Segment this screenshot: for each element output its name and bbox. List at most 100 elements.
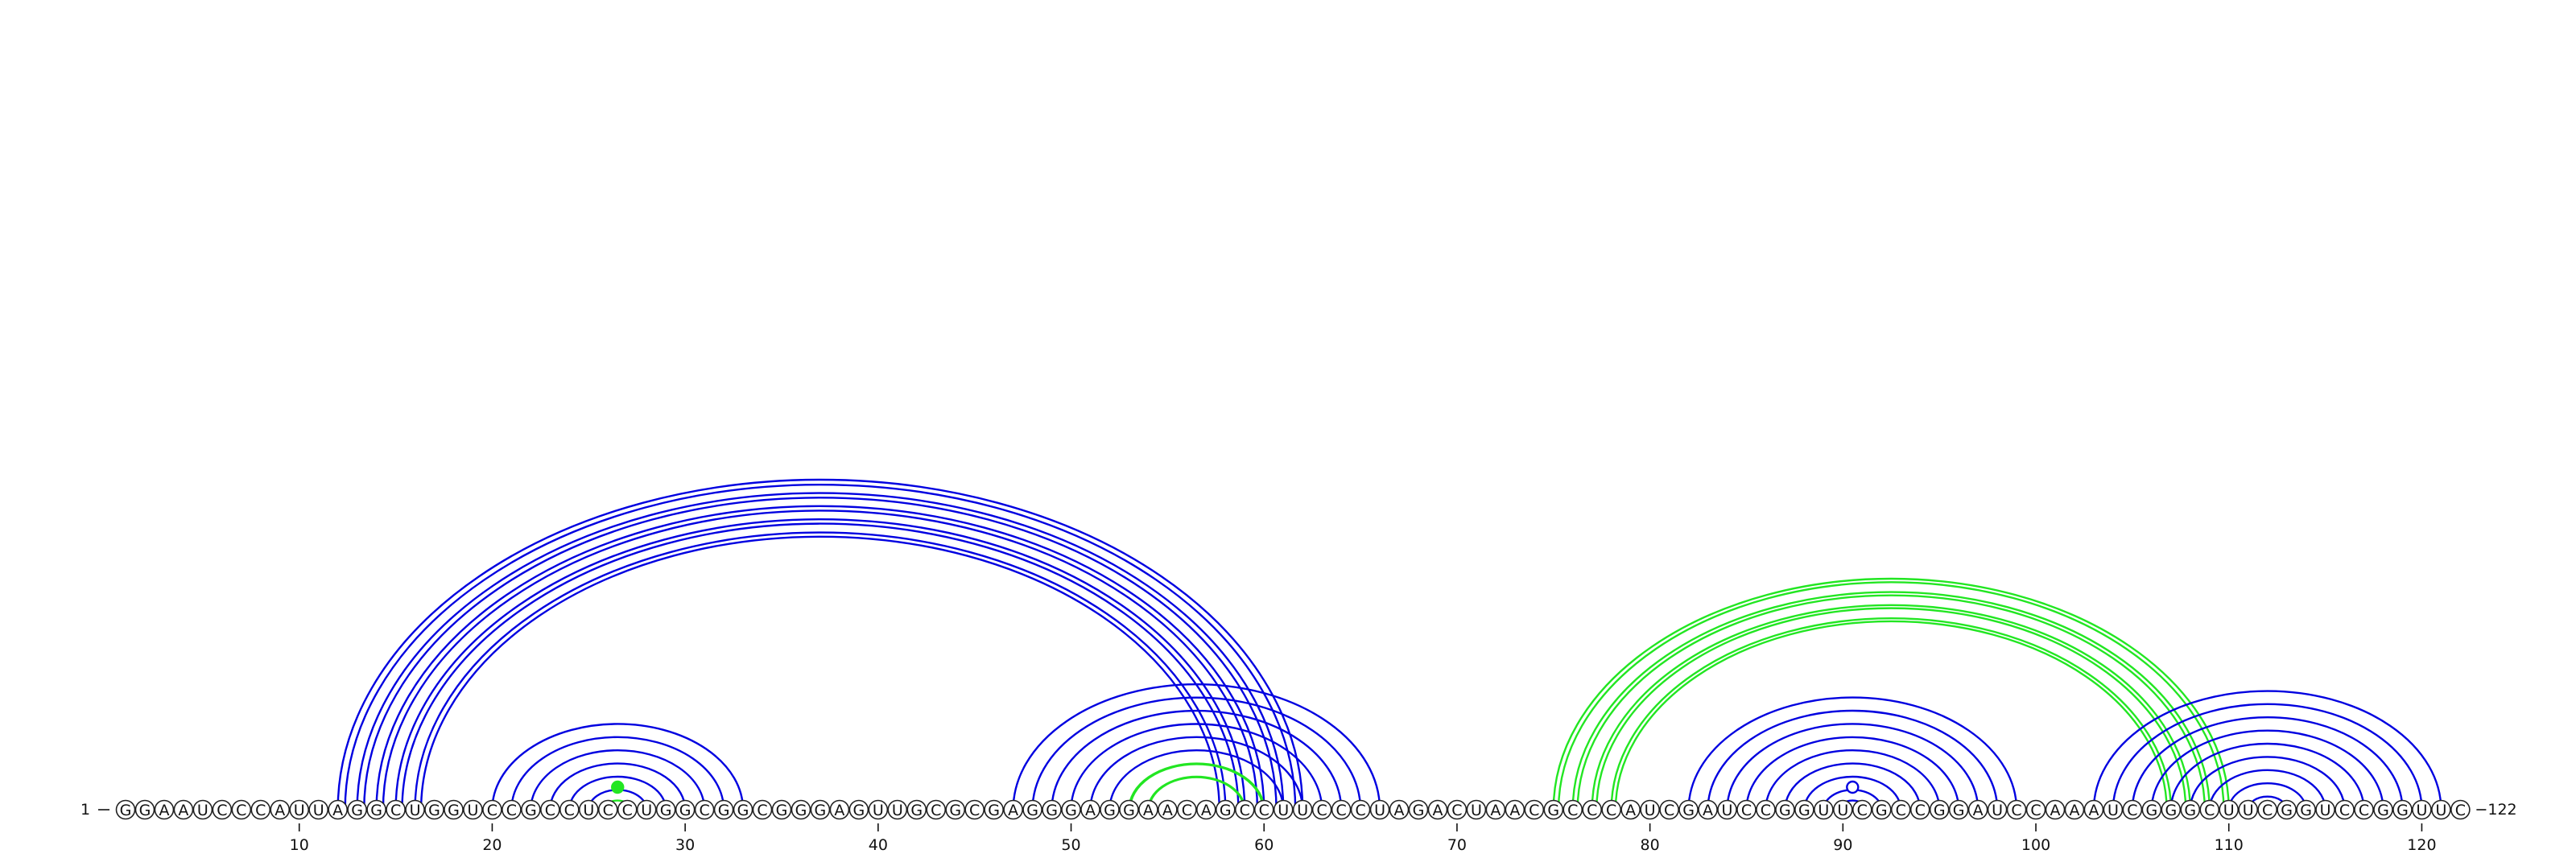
base-pair-arc-13-61-inner: [363, 497, 1278, 811]
nucleotide-letter: A: [1085, 802, 1096, 819]
nucleotide-circle: [1466, 799, 1487, 820]
nucleotide-circle: [655, 799, 676, 820]
nucleotide-letter: G: [718, 802, 730, 819]
nucleotide: A: [1389, 799, 1410, 820]
nucleotide: C: [1234, 799, 1255, 820]
nucleotide: G: [1948, 799, 1969, 820]
nucleotide-letter: C: [757, 802, 767, 819]
nucleotide-circle: [289, 799, 310, 820]
base-pair-26-27: [611, 780, 625, 794]
nucleotide-circle: [752, 799, 773, 820]
nucleotide-letter: G: [139, 802, 151, 819]
base-pair-arc-82-99: [1687, 696, 2018, 811]
nucleotide-letter: G: [910, 802, 923, 819]
nucleotide: C: [1447, 799, 1468, 820]
nucleotide-circle: [1736, 799, 1757, 820]
nucleotide-circle: [250, 799, 271, 820]
nucleotide-letter: G: [1953, 802, 1965, 819]
nucleotide: U: [289, 799, 310, 820]
nucleotide-letter: G: [351, 802, 363, 819]
nucleotide-letter: U: [2107, 802, 2119, 819]
nucleotide: A: [1485, 799, 1506, 820]
nucleotide-letter: U: [583, 802, 594, 819]
nucleotide: G: [733, 799, 753, 820]
nucleotide-circle: [1042, 799, 1062, 820]
axis-tick-label: 50: [1061, 836, 1080, 854]
nucleotide: C: [386, 799, 406, 820]
nucleotide-letter: C: [1857, 802, 1868, 819]
base-pair-arc-77-108: [1591, 604, 2191, 811]
nucleotide-letter: C: [1316, 802, 1327, 819]
nucleotide-letter: G: [2281, 802, 2293, 819]
base-pair-arc-15-59-inner: [401, 522, 1240, 811]
nucleotide: G: [2161, 799, 2182, 820]
nucleotide-letter: A: [1432, 802, 1443, 819]
base-pair-arc-16-58: [414, 531, 1227, 811]
nucleotide: G: [1929, 799, 1950, 820]
axis-tick-label: 60: [1254, 836, 1274, 854]
nucleotide-letter: U: [641, 802, 652, 819]
nucleotide-circle: [1756, 799, 1776, 820]
nucleotide: A: [328, 799, 348, 820]
nucleotide-circle: [270, 799, 291, 820]
nucleotide-letter: G: [1798, 802, 1810, 819]
nucleotide-letter: G: [1934, 802, 1946, 819]
nucleotide: G: [2392, 799, 2413, 820]
nucleotide-circle: [154, 799, 175, 820]
nucleotide-circle: [1659, 799, 1679, 820]
nucleotide-letter: G: [370, 802, 382, 819]
axis-tick-label: 70: [1447, 836, 1467, 854]
base-pair-90-91: [1846, 780, 1860, 794]
nucleotide-letter: U: [2243, 802, 2254, 819]
nucleotide-circle: [636, 799, 657, 820]
nucleotide-circle: [1833, 799, 1853, 820]
nucleotide: A: [2064, 799, 2085, 820]
nucleotide-letter: G: [2377, 802, 2389, 819]
nucleotide-circle: [848, 799, 869, 820]
nucleotide-circle: [2064, 799, 2085, 820]
nucleotide: G: [2296, 799, 2316, 820]
nucleotide-circle: [1717, 799, 1737, 820]
nucleotide-circle: [347, 799, 367, 820]
nucleotide-circle: [829, 799, 850, 820]
nucleotide-circle: [1215, 799, 1236, 820]
nucleotide: C: [694, 799, 715, 820]
nucleotide-circle: [1177, 799, 1197, 820]
nucleotide-circle: [2103, 799, 2124, 820]
nucleotide-letter: U: [1278, 802, 1289, 819]
nucleotide-letter: A: [1143, 802, 1154, 819]
axis-tick-label: 80: [1641, 836, 1660, 854]
nucleotide-circle: [1871, 799, 1892, 820]
nucleotide: G: [848, 799, 869, 820]
nucleotide: G: [2180, 799, 2201, 820]
nucleotide-letter: A: [332, 802, 343, 819]
nucleotide-letter: U: [1837, 802, 1848, 819]
nucleotide-circle: [2199, 799, 2220, 820]
nucleotide-circle: [868, 799, 889, 820]
nucleotide: G: [1678, 799, 1699, 820]
nucleotide-letter: C: [2262, 802, 2273, 819]
nucleotide-circle: [1389, 799, 1410, 820]
nucleotide-circle: [964, 799, 985, 820]
nucleotide-circle: [2161, 799, 2182, 820]
nucleotide-letter: G: [1413, 802, 1425, 819]
nucleotide: A: [1967, 799, 1988, 820]
base-pair-arc-12-62-inner: [344, 484, 1297, 811]
nucleotide-letter: A: [1394, 802, 1405, 819]
nucleotide: C: [2006, 799, 2027, 820]
nucleotide: G: [1794, 799, 1814, 820]
nucleotide: A: [1080, 799, 1100, 820]
nucleotide: U: [1987, 799, 2008, 820]
nucleotide: C: [482, 799, 502, 820]
nucleotide: G: [771, 799, 792, 820]
nucleotide: C: [1852, 799, 1872, 820]
nucleotide-circle: [1234, 799, 1255, 820]
nucleotide-circle: [212, 799, 233, 820]
nucleotide-circle: [1563, 799, 1583, 820]
nucleotide-circle: [713, 799, 734, 820]
nucleotide-letter: G: [1026, 802, 1038, 819]
nucleotide-circle: [1967, 799, 1988, 820]
base-pair-arc-14-60: [375, 505, 1265, 811]
nucleotide-letter: U: [2320, 802, 2331, 819]
